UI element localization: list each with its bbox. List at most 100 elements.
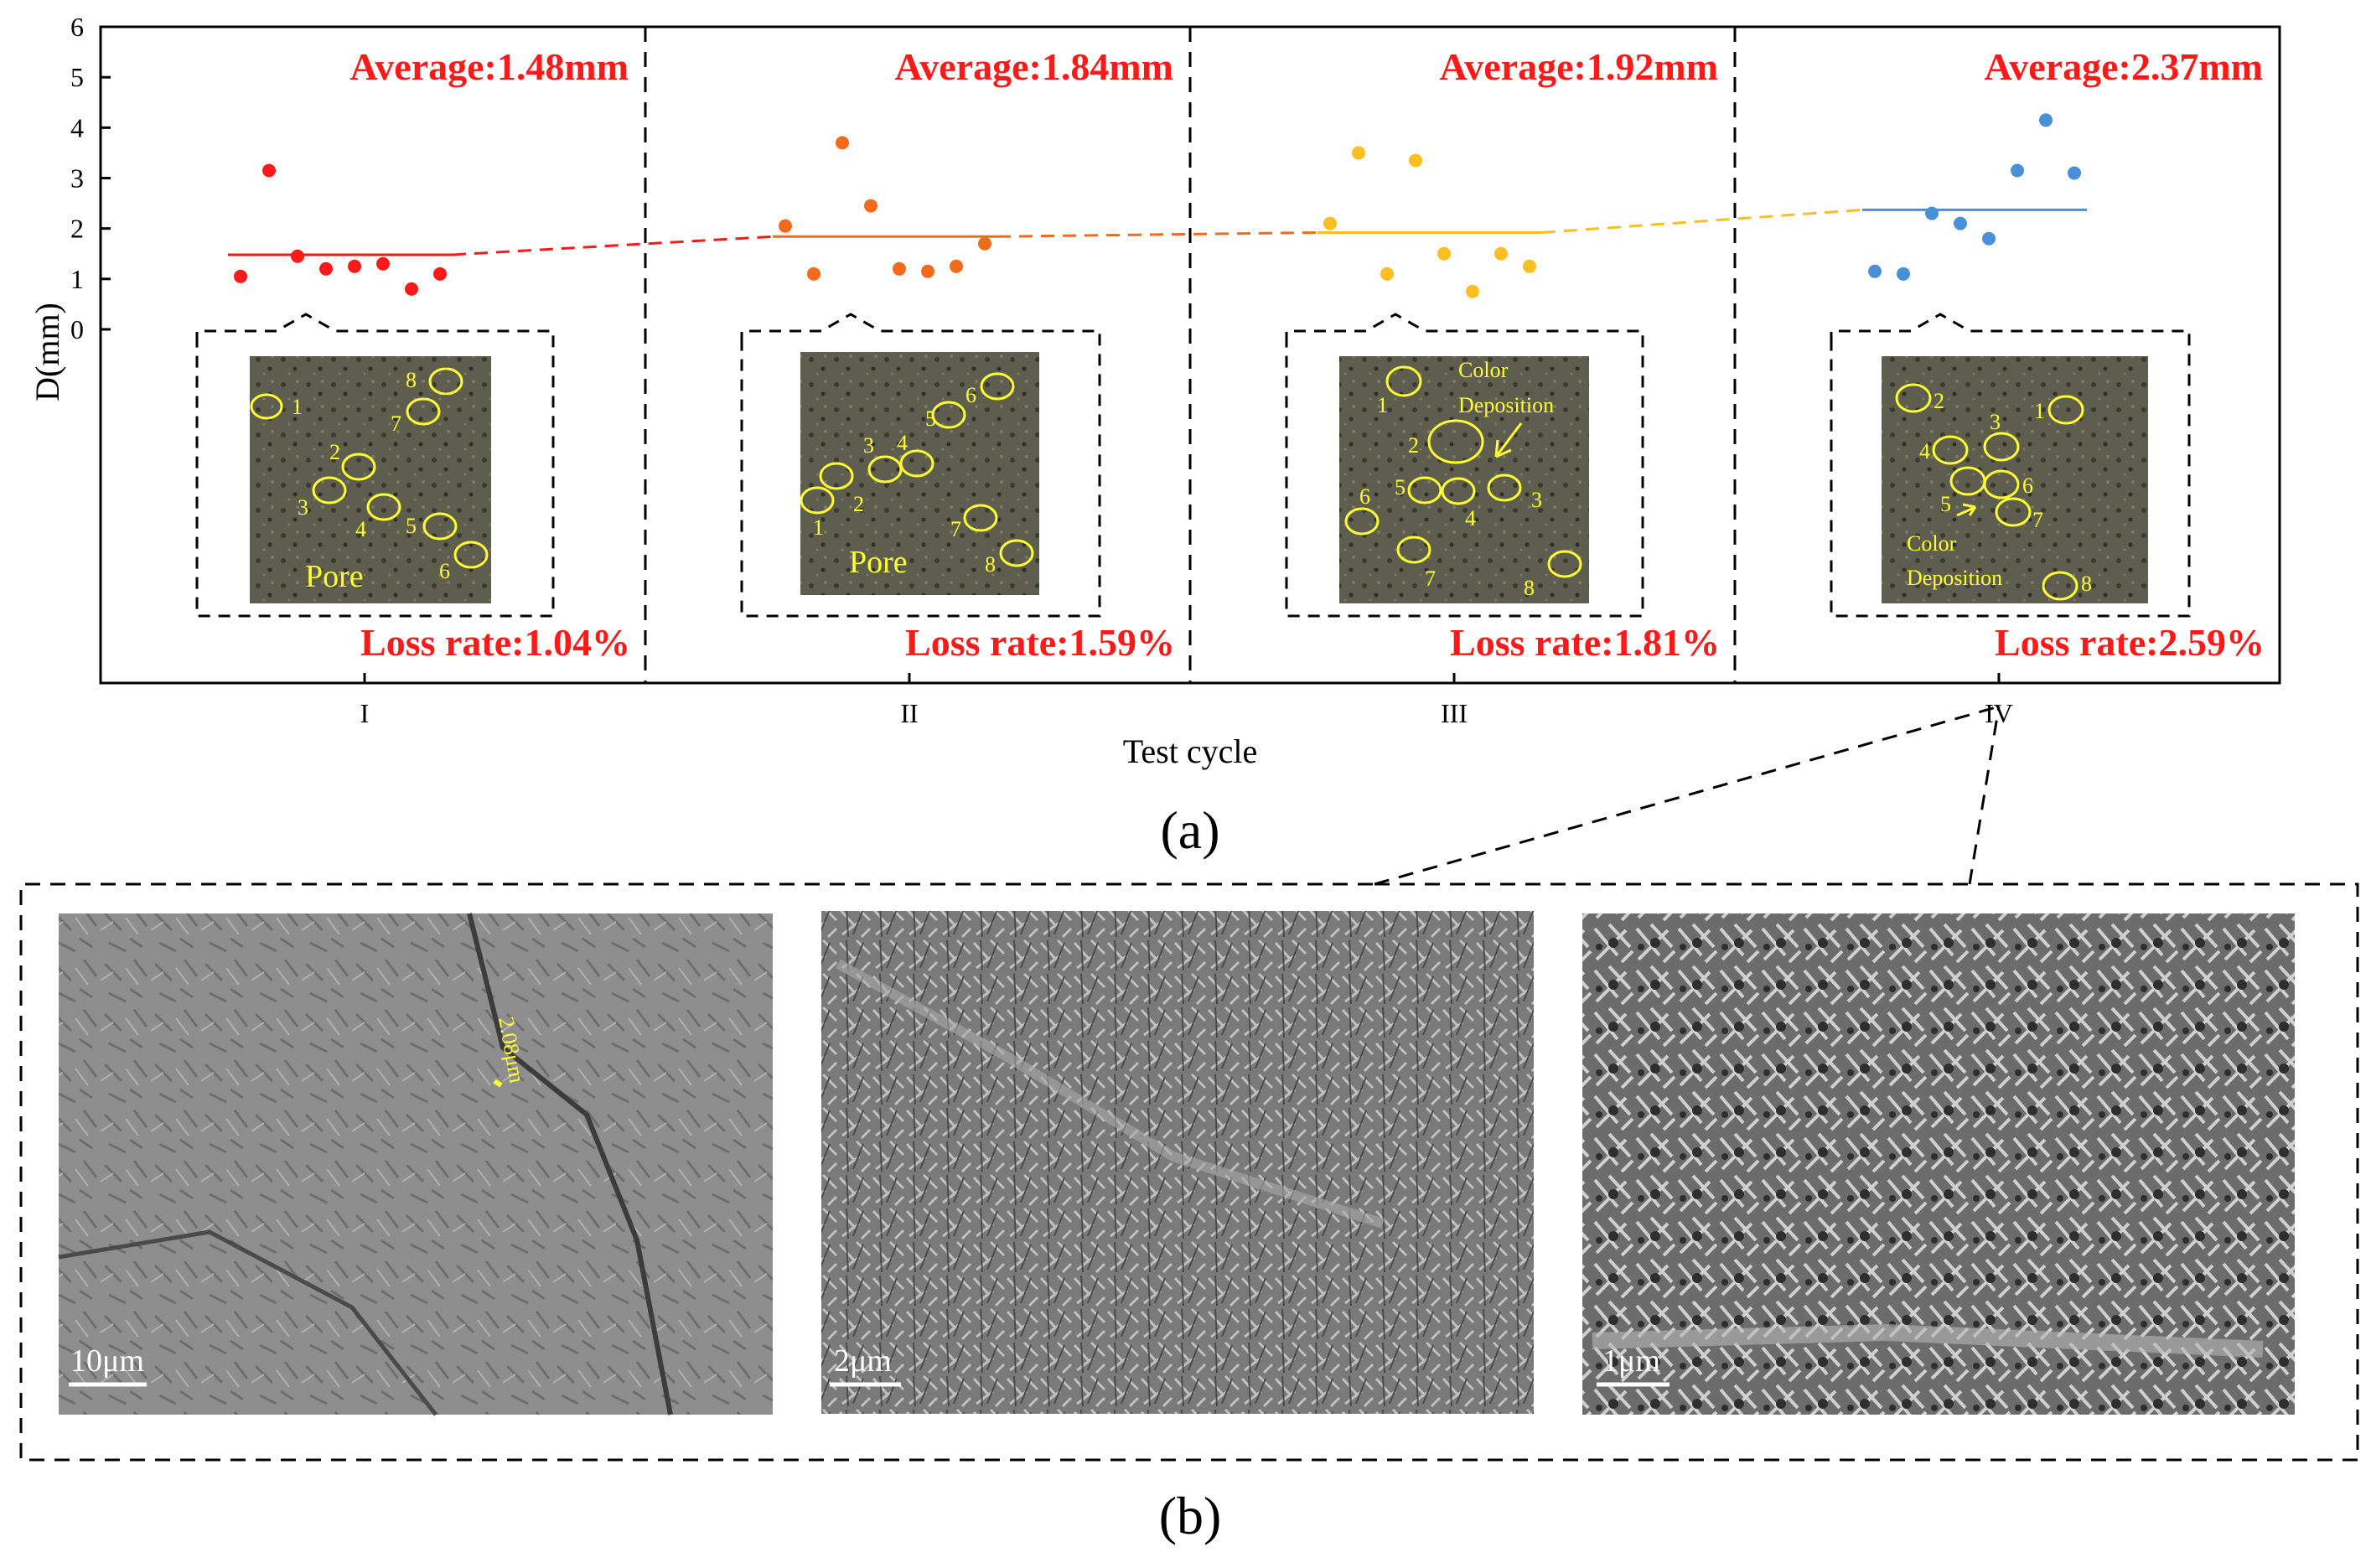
data-point xyxy=(864,199,877,213)
svg-text:2: 2 xyxy=(853,492,864,516)
svg-text:7: 7 xyxy=(950,517,961,541)
average-label: Average:1.84mm xyxy=(894,45,1173,88)
y-tick-label: 4 xyxy=(70,112,84,142)
svg-text:2: 2 xyxy=(1408,433,1419,458)
data-point xyxy=(319,261,333,276)
svg-text:6: 6 xyxy=(1359,484,1370,509)
svg-text:1: 1 xyxy=(2034,399,2045,423)
data-point xyxy=(1466,284,1479,298)
scale-label-3: 1μm xyxy=(1602,1343,1660,1379)
deposition-arrow-IV xyxy=(1956,503,1977,517)
data-point xyxy=(262,163,276,178)
svg-text:3: 3 xyxy=(1531,488,1542,512)
deposition-arrow-III xyxy=(1494,422,1523,458)
y-tick-label: 0 xyxy=(70,314,84,344)
y-tick-label: 3 xyxy=(70,163,84,194)
data-point xyxy=(978,236,991,251)
svg-text:7: 7 xyxy=(2032,508,2043,532)
y-axis-ticks: 0 1 2 3 4 5 6 xyxy=(70,12,111,344)
data-point xyxy=(1925,206,1939,220)
data-point xyxy=(1897,267,1910,281)
panel-label-b: (b) xyxy=(1159,1486,1222,1545)
y-axis-label: D(mm) xyxy=(28,303,66,401)
data-point xyxy=(1409,153,1422,168)
photo-callout-I xyxy=(195,313,555,618)
svg-text:5: 5 xyxy=(1395,475,1406,499)
zoom-line-left xyxy=(1374,705,2000,886)
sem-image-3: 1μm xyxy=(1582,913,2295,1415)
photo-callout-IV xyxy=(1830,313,2191,618)
x-tick-label: IV xyxy=(1985,698,2013,728)
loss-rate-label: Loss rate:1.81% xyxy=(1450,621,1720,664)
data-point xyxy=(1380,267,1394,281)
photo-numbers-III: 1 2 3 4 5 6 7 8 Color Deposition xyxy=(1359,358,1554,600)
svg-text:2: 2 xyxy=(1934,389,1944,413)
average-label: Average:2.37mm xyxy=(1984,45,2263,88)
svg-text:1: 1 xyxy=(813,515,824,540)
svg-text:3: 3 xyxy=(298,495,308,520)
svg-text:1: 1 xyxy=(292,395,303,419)
x-axis-label: Test cycle xyxy=(1123,732,1257,770)
data-point xyxy=(1494,246,1508,261)
svg-text:3: 3 xyxy=(1990,410,2001,434)
scale-label-1: 10μm xyxy=(70,1343,144,1379)
svg-text:Pore: Pore xyxy=(849,545,908,580)
loss-rate-label: Loss rate:1.04% xyxy=(360,621,630,664)
svg-text:8: 8 xyxy=(1524,576,1535,600)
svg-text:5: 5 xyxy=(406,514,417,538)
data-points xyxy=(234,113,2081,298)
svg-text:4: 4 xyxy=(897,431,908,455)
data-point xyxy=(433,267,447,281)
svg-text:4: 4 xyxy=(1465,506,1476,530)
photo-markers-I xyxy=(250,367,489,569)
y-tick-label: 1 xyxy=(70,264,84,294)
average-labels: Average:1.48mm Average:1.84mm Average:1.92… xyxy=(349,45,2263,88)
sem-image-1: 2.08μm 10μm xyxy=(58,913,773,1416)
scale-label-2: 2μm xyxy=(834,1343,892,1379)
svg-text:4: 4 xyxy=(355,517,366,541)
svg-text:Pore: Pore xyxy=(305,559,364,594)
svg-text:5: 5 xyxy=(1940,492,1951,516)
svg-text:8: 8 xyxy=(985,552,996,577)
data-point xyxy=(2039,113,2053,127)
photo-markers-III xyxy=(1344,365,1582,578)
average-label: Average:1.92mm xyxy=(1439,45,1718,88)
photo-numbers-IV: 1 2 3 4 5 6 7 8 Color Deposition xyxy=(1907,389,2092,596)
svg-text:2: 2 xyxy=(329,440,340,464)
data-point xyxy=(405,282,418,296)
data-point xyxy=(1954,216,1967,230)
svg-text:8: 8 xyxy=(2081,572,2092,596)
data-point xyxy=(376,256,390,271)
sample-photo-I xyxy=(250,356,491,603)
data-point xyxy=(807,267,821,281)
data-point xyxy=(893,261,906,276)
photo-numbers-I: 1 2 3 4 5 6 7 8 Pore xyxy=(292,368,450,594)
data-point xyxy=(1868,264,1882,278)
panel-label-a: (a) xyxy=(1160,800,1219,860)
trend-line xyxy=(1541,208,1863,234)
svg-text:5: 5 xyxy=(925,406,936,431)
loss-rate-label: Loss rate:2.59% xyxy=(1995,621,2265,664)
data-point xyxy=(779,219,792,233)
data-point xyxy=(2068,166,2081,180)
data-point xyxy=(1323,216,1337,230)
average-lines xyxy=(228,208,2087,256)
svg-text:7: 7 xyxy=(1425,567,1436,591)
loss-rate-labels: Loss rate:1.04% Loss rate:1.59% Loss rate:… xyxy=(360,621,2265,664)
y-tick-label: 2 xyxy=(70,214,84,244)
photo-markers-IV xyxy=(1895,383,2084,601)
sem-image-2: 2μm xyxy=(821,911,1534,1414)
svg-text:6: 6 xyxy=(439,559,450,583)
svg-text:7: 7 xyxy=(391,411,401,436)
x-tick-label: I xyxy=(360,698,370,728)
svg-text:1: 1 xyxy=(1377,393,1388,417)
trend-lines xyxy=(452,208,1863,256)
svg-text:Color: Color xyxy=(1907,531,1957,556)
data-point xyxy=(2011,163,2024,178)
zoom-line-right xyxy=(1968,706,2001,885)
photo-markers-II xyxy=(800,372,1034,567)
svg-text:6: 6 xyxy=(2022,474,2033,498)
svg-text:Deposition: Deposition xyxy=(1458,393,1554,417)
data-point xyxy=(1437,246,1451,261)
